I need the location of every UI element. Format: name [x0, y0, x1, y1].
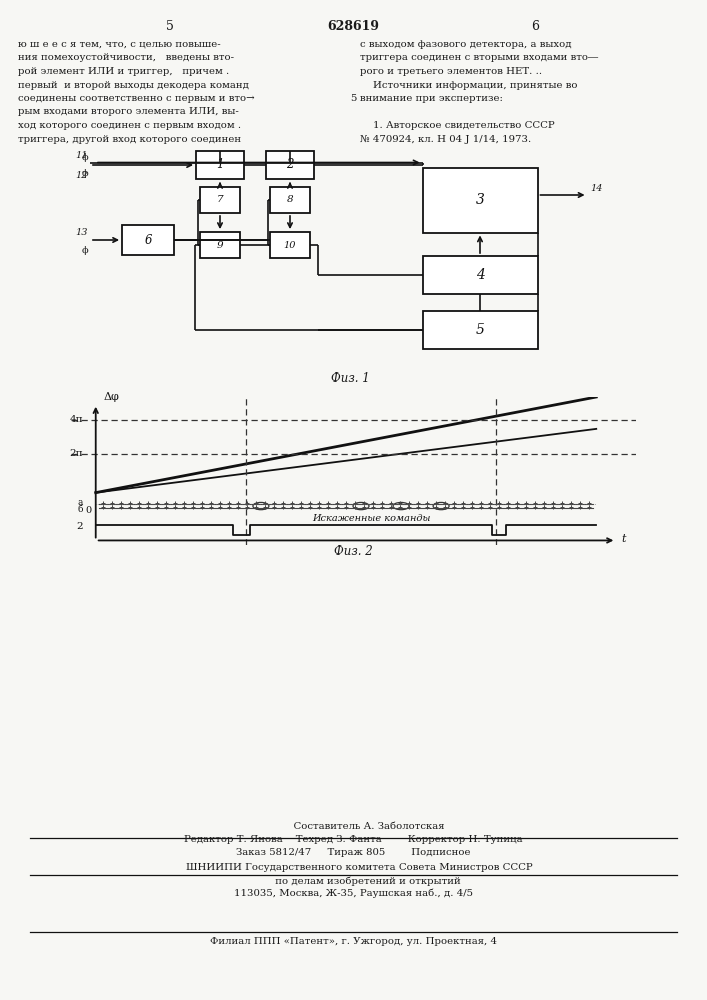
Text: рого и третьего элементов НЕТ. ..: рого и третьего элементов НЕТ. ..	[360, 67, 542, 76]
Text: триггера, другой вход которого соединен: триггера, другой вход которого соединен	[18, 134, 241, 143]
Text: ϕ: ϕ	[81, 153, 88, 162]
Bar	[423, 167, 537, 232]
Text: ϕ: ϕ	[81, 246, 88, 255]
Text: Источники информации, принятые во: Источники информации, принятые во	[360, 81, 578, 90]
Text: t: t	[621, 534, 626, 544]
Bar	[266, 151, 314, 179]
Text: 4: 4	[476, 268, 484, 282]
Text: 0: 0	[86, 506, 92, 515]
Text: Составитель А. Заболотская: Составитель А. Заболотская	[262, 822, 445, 831]
Text: 2: 2	[76, 522, 83, 531]
Text: 5: 5	[166, 20, 174, 33]
Text: 1: 1	[216, 158, 223, 172]
Text: ния помехоустойчивости,   введены вто-: ния помехоустойчивости, введены вто-	[18, 53, 234, 62]
Text: ход которого соединен с первым входом .: ход которого соединен с первым входом .	[18, 121, 241, 130]
Text: Филиал ППП «Патент», г. Ужгород, ул. Проектная, 4: Филиал ППП «Патент», г. Ужгород, ул. Про…	[209, 937, 496, 946]
Text: Фuз. 1: Фuз. 1	[331, 372, 369, 385]
Text: Редактор Т. Янова    Техред З. Фанта        Корректор Н. Тупица: Редактор Т. Янова Техред З. Фанта Коррек…	[184, 835, 522, 844]
Text: с выходом фазового детектора, а выход: с выходом фазового детектора, а выход	[360, 40, 571, 49]
Text: 628619: 628619	[327, 20, 379, 33]
Text: 6: 6	[144, 233, 152, 246]
Text: первый  и второй выходы декодера команд: первый и второй выходы декодера команд	[18, 81, 249, 90]
Bar	[196, 151, 244, 179]
Text: 9: 9	[216, 240, 223, 249]
Text: Δφ: Δφ	[103, 392, 119, 402]
Bar	[270, 232, 310, 258]
Text: 11: 11	[76, 150, 88, 159]
Bar	[423, 256, 537, 294]
Text: б: б	[78, 505, 83, 514]
Text: 5: 5	[350, 94, 356, 103]
Text: Искаженные команды: Искаженные команды	[312, 514, 431, 523]
Text: 1. Авторское свидетельство СССР: 1. Авторское свидетельство СССР	[360, 121, 554, 130]
Text: № 470924, кл. Н 04 J 1/14, 1973.: № 470924, кл. Н 04 J 1/14, 1973.	[360, 134, 531, 143]
Text: 7: 7	[216, 196, 223, 205]
Bar	[200, 187, 240, 213]
Text: 8: 8	[286, 196, 293, 205]
Text: ШНИИПИ Государственного комитета Совета Министров СССР: ШНИИПИ Государственного комитета Совета …	[173, 863, 533, 872]
Bar	[423, 311, 537, 349]
Bar	[270, 187, 310, 213]
Text: 4π: 4π	[70, 415, 83, 424]
Text: Заказ 5812/47     Тираж 805        Подписное: Заказ 5812/47 Тираж 805 Подписное	[235, 848, 470, 857]
Text: внимание при экспертизе:: внимание при экспертизе:	[360, 94, 503, 103]
Text: 2: 2	[286, 158, 293, 172]
Text: 12: 12	[76, 171, 88, 180]
Bar	[200, 232, 240, 258]
Text: триггера соединен с вторыми входами вто―: триггера соединен с вторыми входами вто―	[360, 53, 598, 62]
Text: по делам изобретений и открытий: по делам изобретений и открытий	[245, 876, 460, 886]
Bar	[122, 225, 174, 255]
Text: Фuз. 2: Фuз. 2	[334, 545, 373, 558]
Text: 5: 5	[476, 323, 484, 337]
Text: 14: 14	[590, 184, 603, 193]
Text: 2π: 2π	[70, 449, 83, 458]
Text: 6: 6	[531, 20, 539, 33]
Text: 13: 13	[76, 228, 88, 237]
Text: 3: 3	[476, 193, 484, 207]
Text: 10: 10	[284, 240, 296, 249]
Text: 113035, Москва, Ж-35, Раушская наб., д. 4/5: 113035, Москва, Ж-35, Раушская наб., д. …	[233, 889, 472, 898]
Text: a: a	[78, 498, 83, 507]
Text: рым входами второго элемента ИЛИ, вы-: рым входами второго элемента ИЛИ, вы-	[18, 107, 239, 116]
Text: соединены соответственно с первым и вто→: соединены соответственно с первым и вто→	[18, 94, 255, 103]
Text: ю ш е е с я тем, что, с целью повыше-: ю ш е е с я тем, что, с целью повыше-	[18, 40, 221, 49]
Text: ϕ: ϕ	[81, 168, 88, 178]
Text: рой элемент ИЛИ и триггер,   причем .: рой элемент ИЛИ и триггер, причем .	[18, 67, 229, 76]
